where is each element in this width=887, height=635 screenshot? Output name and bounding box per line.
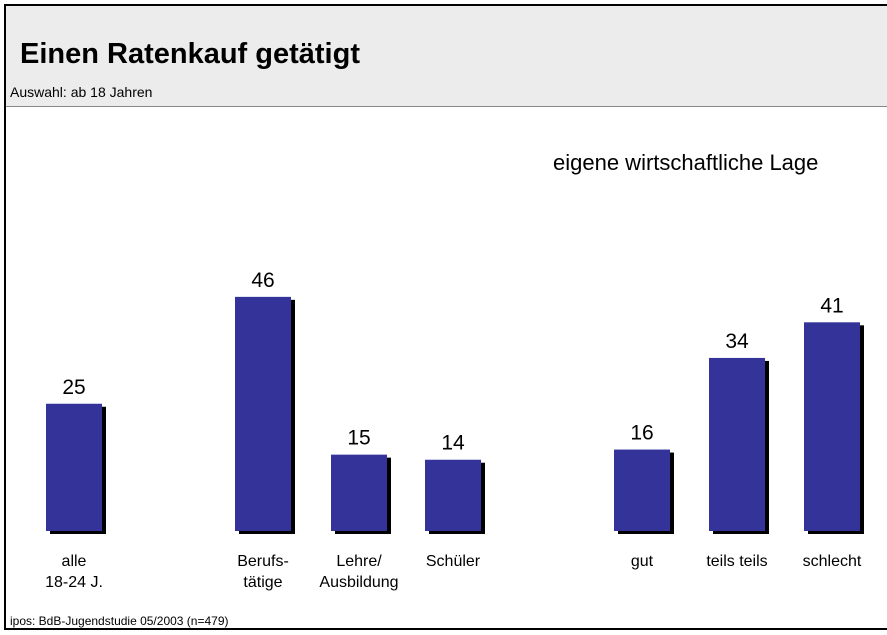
annotation: eigene wirtschaftliche Lage	[553, 150, 819, 175]
value-label: 46	[251, 269, 274, 292]
value-label: 16	[630, 422, 653, 445]
header	[6, 6, 887, 107]
category-label: schlecht	[802, 553, 862, 570]
chart-title: Einen Ratenkauf getätigt	[20, 38, 360, 70]
bar	[235, 296, 291, 531]
bar	[46, 403, 102, 531]
value-label: 25	[62, 376, 85, 399]
category-label: Schüler	[425, 553, 481, 570]
bar	[709, 357, 765, 531]
value-label: 34	[725, 330, 749, 353]
source: ipos: BdB-Jugendstudie 05/2003 (n=479)	[10, 614, 229, 628]
category-label: gut	[630, 553, 654, 570]
bar	[804, 322, 860, 531]
category-label: Berufs- tätige	[237, 553, 289, 591]
bar	[614, 449, 670, 531]
category-label: alle 18-24 J.	[45, 553, 103, 591]
value-label: 15	[347, 427, 370, 450]
category-label: teils teils	[706, 553, 768, 570]
category-label: Lehre/ Ausbildung	[319, 553, 399, 591]
value-label: 41	[820, 294, 843, 317]
frame	[4, 4, 887, 630]
chart-subtitle: Auswahl: ab 18 Jahren	[10, 84, 153, 100]
bar	[425, 459, 481, 531]
value-label: 14	[441, 432, 465, 455]
bar	[331, 454, 387, 531]
